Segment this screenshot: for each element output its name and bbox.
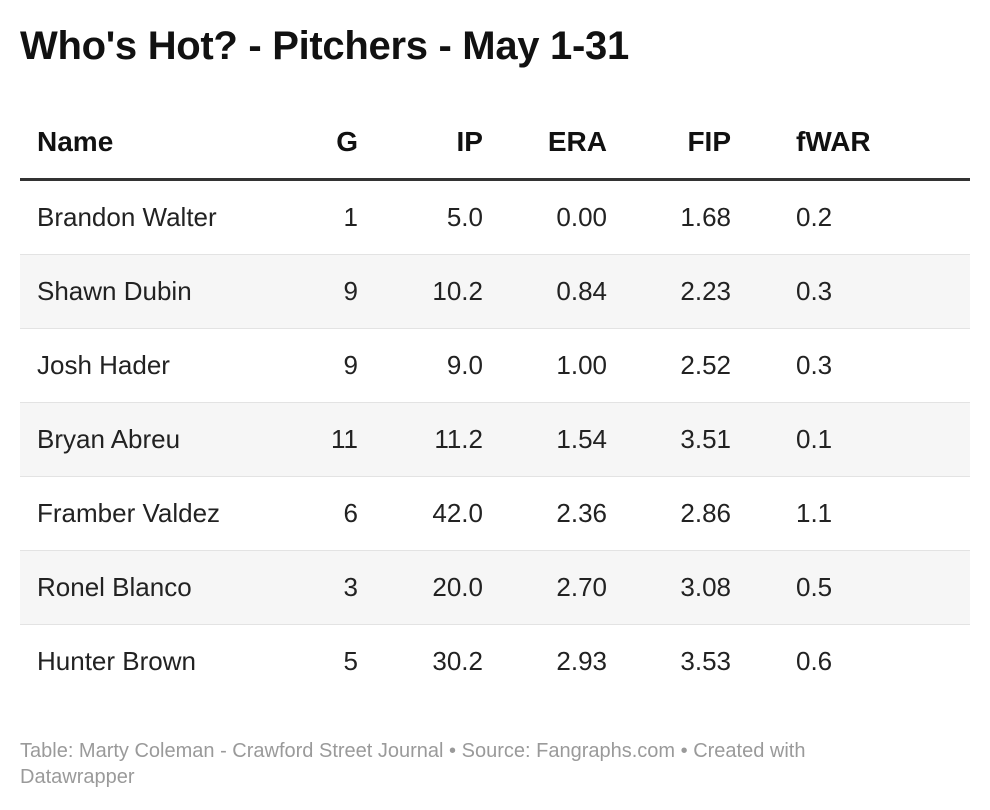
column-header-era: ERA bbox=[483, 106, 607, 181]
table-header: Name G IP ERA FIP fWAR bbox=[20, 106, 970, 181]
table-row: Brandon Walter 1 5.0 0.00 1.68 0.2 bbox=[20, 179, 970, 255]
column-header-fwar: fWAR bbox=[731, 106, 970, 181]
cell-name: Hunter Brown bbox=[37, 646, 196, 676]
cell-ip: 10.2 bbox=[358, 254, 483, 329]
column-header-ip: IP bbox=[358, 106, 483, 181]
cell-fwar: 0.3 bbox=[731, 328, 970, 403]
cell-ip: 9.0 bbox=[358, 328, 483, 403]
cell-ip: 20.0 bbox=[358, 550, 483, 625]
cell-fwar: 0.3 bbox=[731, 254, 970, 329]
cell-ip: 30.2 bbox=[432, 646, 483, 676]
column-header-g: G bbox=[290, 106, 358, 181]
created-with-note: Created with Datawrapper bbox=[20, 740, 806, 788]
cell-name: Shawn Dubin bbox=[20, 254, 290, 329]
header-row: Name G IP ERA FIP fWAR bbox=[20, 106, 970, 181]
cell-g: 9 bbox=[290, 328, 358, 403]
table-row: Hunter Brown 5 30.2 2.93 3.53 0.6 bbox=[20, 625, 970, 699]
cell-fip: 3.53 bbox=[680, 646, 731, 676]
column-header-name: Name bbox=[20, 106, 290, 181]
cell-name: Brandon Walter bbox=[20, 179, 290, 255]
table-body: Brandon Walter 1 5.0 0.00 1.68 0.2 Shawn… bbox=[20, 179, 970, 699]
cell-fip: 3.51 bbox=[607, 402, 731, 477]
cell-fwar: 0.1 bbox=[731, 402, 970, 477]
cell-fip: 2.86 bbox=[607, 476, 731, 551]
cell-fip: 1.68 bbox=[607, 179, 731, 255]
cell-g: 1 bbox=[290, 179, 358, 255]
cell-fwar: 1.1 bbox=[731, 476, 970, 551]
column-header-fip: FIP bbox=[607, 106, 731, 181]
cell-ip: 5.0 bbox=[358, 179, 483, 255]
cell-era: 1.00 bbox=[483, 328, 607, 403]
cell-ip: 11.2 bbox=[358, 402, 483, 477]
table-row: Bryan Abreu 11 11.2 1.54 3.51 0.1 bbox=[20, 402, 970, 477]
cell-name: Josh Hader bbox=[20, 328, 290, 403]
cell-fwar: 0.6 bbox=[796, 646, 833, 676]
cell-era: 2.93 bbox=[556, 646, 607, 676]
cell-g: 9 bbox=[290, 254, 358, 329]
pitchers-table: Name G IP ERA FIP fWAR Brandon Walter 1 … bbox=[20, 106, 970, 698]
table-row: Shawn Dubin 9 10.2 0.84 2.23 0.3 bbox=[20, 254, 970, 329]
cell-name: Ronel Blanco bbox=[20, 550, 290, 625]
footer-separator: • bbox=[675, 740, 694, 762]
cell-era: 2.36 bbox=[483, 476, 607, 551]
source-note: Source: Fangraphs.com bbox=[461, 740, 676, 762]
cell-g: 11 bbox=[290, 402, 358, 477]
cell-g: 5 bbox=[343, 646, 358, 676]
cell-fip: 2.23 bbox=[607, 254, 731, 329]
cell-era: 0.84 bbox=[483, 254, 607, 329]
cell-name: Framber Valdez bbox=[20, 476, 290, 551]
cell-fip: 2.52 bbox=[607, 328, 731, 403]
cell-ip: 42.0 bbox=[358, 476, 483, 551]
table-footer: Table: Marty Coleman - Crawford Street J… bbox=[20, 738, 920, 790]
cell-fwar: 0.5 bbox=[731, 550, 970, 625]
cell-fwar: 0.2 bbox=[731, 179, 970, 255]
cell-fip: 3.08 bbox=[607, 550, 731, 625]
table-row: Ronel Blanco 3 20.0 2.70 3.08 0.5 bbox=[20, 550, 970, 625]
table-row: Framber Valdez 6 42.0 2.36 2.86 1.1 bbox=[20, 476, 970, 551]
table-credit: Table: Marty Coleman - Crawford Street J… bbox=[20, 740, 444, 762]
cell-name: Bryan Abreu bbox=[20, 402, 290, 477]
cell-era: 2.70 bbox=[483, 550, 607, 625]
footer-separator: • bbox=[443, 740, 462, 762]
cell-g: 3 bbox=[290, 550, 358, 625]
table-row: Josh Hader 9 9.0 1.00 2.52 0.3 bbox=[20, 328, 970, 403]
table-title: Who's Hot? - Pitchers - May 1-31 bbox=[20, 24, 629, 68]
cell-era: 0.00 bbox=[483, 179, 607, 255]
cell-g: 6 bbox=[290, 476, 358, 551]
cell-era: 1.54 bbox=[483, 402, 607, 477]
